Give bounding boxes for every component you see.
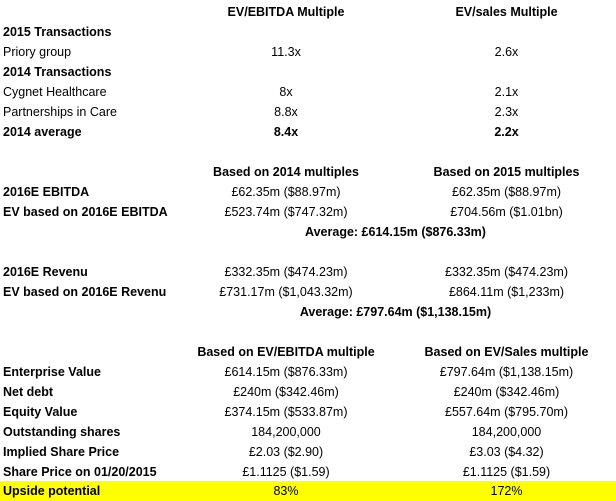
upside-potential-row: Upside potential 83% 172% xyxy=(0,481,616,501)
section-2015-row: 2015 Transactions xyxy=(0,22,616,42)
avg-ebitda-row: Average: £614.15m ($876.33m) xyxy=(0,222,616,242)
outstanding-shares-col2: 184,200,000 xyxy=(471,425,542,439)
ev-ebitda-col1: £523.74m ($747.32m) xyxy=(224,205,348,219)
net-debt-col1: £240m ($342.46m) xyxy=(233,385,339,399)
avg-ebitda-value: Average: £614.15m ($876.33m) xyxy=(305,225,486,239)
ev-rev-col1: £731.17m ($1,043.32m) xyxy=(219,285,353,299)
implied-price-row: Implied Share Price £2.03 ($2.90) £3.03 … xyxy=(0,442,616,462)
ev-rev-row: EV based on 2016E Revenu £731.17m ($1,04… xyxy=(0,282,616,302)
net-debt-label: Net debt xyxy=(3,385,53,399)
equity-value-col1: £374.15m ($533.87m) xyxy=(224,405,348,419)
header-ev-sales-method: Based on EV/Sales multiple xyxy=(424,345,589,359)
share-price-label: Share Price on 01/20/2015 xyxy=(3,465,157,479)
implied-price-label: Implied Share Price xyxy=(3,445,120,459)
priory-ebitda: 11.3x xyxy=(271,45,301,59)
ev-ebitda-label: EV based on 2016E EBITDA xyxy=(3,205,168,219)
enterprise-value-label: Enterprise Value xyxy=(3,365,101,379)
rev-2016-col1: £332.35m ($474.23m) xyxy=(224,265,348,279)
cygnet-row: Cygnet Healthcare 8x 2.1x xyxy=(0,82,616,102)
header-method-row: Based on EV/EBITDA multiple Based on EV/… xyxy=(0,342,616,362)
upside-potential-col1: 83% xyxy=(273,484,299,498)
header-multiples-row: EV/EBITDA Multiple EV/sales Multiple xyxy=(0,2,616,22)
ev-rev-label: EV based on 2016E Revenu xyxy=(3,285,167,299)
cygnet-ebitda: 8x xyxy=(279,85,293,99)
upside-potential-col2: 172% xyxy=(490,484,523,498)
ev-ebitda-col2: £704.56m ($1.01bn) xyxy=(450,205,563,219)
ev-rev-col2: £864.11m ($1,233m) xyxy=(448,285,565,299)
enterprise-value-col1: £614.15m ($876.33m) xyxy=(224,365,348,379)
priory-sales: 2.6x xyxy=(494,45,519,59)
avg-2014-row: 2014 average 8.4x 2.2x xyxy=(0,122,616,142)
avg-2014-ebitda: 8.4x xyxy=(273,125,299,139)
avg-rev-value: Average: £797.64m ($1,138.15m) xyxy=(299,305,492,319)
header-basis-row: Based on 2014 multiples Based on 2015 mu… xyxy=(0,162,616,182)
equity-value-col2: £557.64m ($795.70m) xyxy=(445,405,568,419)
rev-2016-row: 2016E Revenu £332.35m ($474.23m) £332.35… xyxy=(0,262,616,282)
priory-label: Priory group xyxy=(3,45,72,59)
header-ev-ebitda-method: Based on EV/EBITDA multiple xyxy=(197,345,375,359)
implied-price-col2: £3.03 ($4.32) xyxy=(469,445,544,459)
enterprise-value-col2: £797.64m ($1,138.15m) xyxy=(439,365,574,379)
section-2014-row: 2014 Transactions xyxy=(0,62,616,82)
equity-value-row: Equity Value £374.15m ($533.87m) £557.64… xyxy=(0,402,616,422)
ebitda-2016-row: 2016E EBITDA £62.35m ($88.97m) £62.35m (… xyxy=(0,182,616,202)
cygnet-label: Cygnet Healthcare xyxy=(3,85,107,99)
priory-row: Priory group 11.3x 2.6x xyxy=(0,42,616,62)
avg-2014-sales: 2.2x xyxy=(494,125,519,139)
outstanding-shares-label: Outstanding shares xyxy=(3,425,121,439)
avg-rev-row: Average: £797.64m ($1,138.15m) xyxy=(0,302,616,322)
rev-2016-label: 2016E Revenu xyxy=(3,265,88,279)
implied-price-col1: £2.03 ($2.90) xyxy=(248,445,324,459)
header-2015-multiples: Based on 2015 multiples xyxy=(433,165,580,179)
rev-2016-col2: £332.35m ($474.23m) xyxy=(445,265,568,279)
equity-value-label: Equity Value xyxy=(3,405,78,419)
ev-ebitda-row: EV based on 2016E EBITDA £523.74m ($747.… xyxy=(0,202,616,222)
net-debt-col2: £240m ($342.46m) xyxy=(453,385,560,399)
ebitda-2016-col1: £62.35m ($88.97m) xyxy=(231,185,341,199)
share-price-row: Share Price on 01/20/2015 £1.1125 ($1.59… xyxy=(0,462,616,482)
ebitda-2016-label: 2016E EBITDA xyxy=(3,185,90,199)
pic-label: Partnerships in Care xyxy=(3,105,117,119)
share-price-col2: £1.1125 ($1.59) xyxy=(462,465,551,479)
ebitda-2016-col2: £62.35m ($88.97m) xyxy=(451,185,562,199)
header-ev-ebitda: EV/EBITDA Multiple xyxy=(227,5,345,19)
pic-row: Partnerships in Care 8.8x 2.3x xyxy=(0,102,616,122)
share-price-col1: £1.1125 ($1.59) xyxy=(242,465,330,479)
section-2015-label: 2015 Transactions xyxy=(3,25,112,39)
section-2014-label: 2014 Transactions xyxy=(3,65,112,79)
upside-potential-label: Upside potential xyxy=(3,484,101,498)
avg-2014-label: 2014 average xyxy=(3,125,82,139)
pic-ebitda: 8.8x xyxy=(274,105,298,119)
pic-sales: 2.3x xyxy=(494,105,519,119)
outstanding-shares-row: Outstanding shares 184,200,000 184,200,0… xyxy=(0,422,616,442)
enterprise-value-row: Enterprise Value £614.15m ($876.33m) £79… xyxy=(0,362,616,382)
header-ev-sales: EV/sales Multiple xyxy=(455,5,558,19)
outstanding-shares-col1: 184,200,000 xyxy=(251,425,321,439)
header-2014-multiples: Based on 2014 multiples xyxy=(213,165,359,179)
net-debt-row: Net debt £240m ($342.46m) £240m ($342.46… xyxy=(0,382,616,402)
cygnet-sales: 2.1x xyxy=(494,85,519,99)
